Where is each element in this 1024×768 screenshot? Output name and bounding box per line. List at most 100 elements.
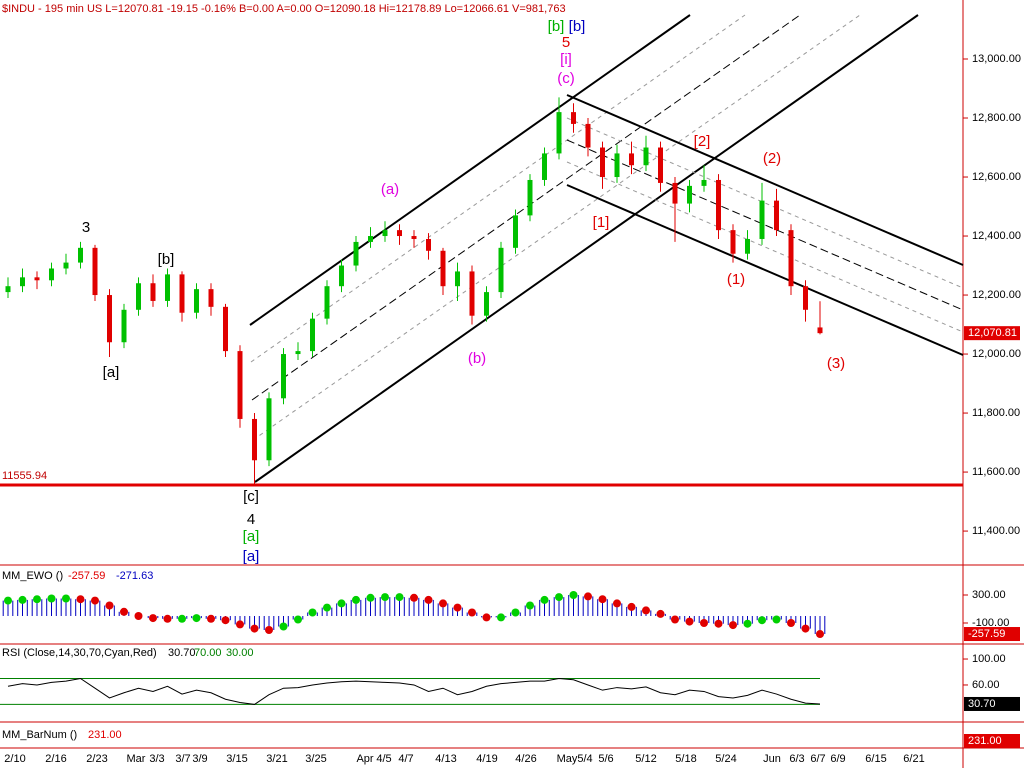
x-tick-label: 4/7 xyxy=(398,753,413,765)
candle-body xyxy=(411,236,417,239)
readout: 231.00 xyxy=(88,729,122,741)
x-tick-label: 3/3 xyxy=(149,753,164,765)
x-tick-label: 2/10 xyxy=(4,753,25,765)
wave-label: (2) xyxy=(763,150,781,167)
candle-body xyxy=(759,200,765,239)
ewo-dot xyxy=(555,593,563,602)
ewo-dot xyxy=(584,592,592,601)
y-tick-label: 60.00 xyxy=(972,679,1000,691)
y-tick-label: 11,600.00 xyxy=(972,466,1020,478)
ewo-dot xyxy=(729,621,737,630)
candle-body xyxy=(339,265,344,287)
x-tick-label: 5/12 xyxy=(635,753,656,765)
ewo-dot xyxy=(468,608,476,617)
candle-body xyxy=(310,318,315,352)
candle-body xyxy=(629,153,634,166)
readout: -271.63 xyxy=(116,570,153,582)
wave-label: [2] xyxy=(694,133,711,150)
ewo-dot xyxy=(613,599,621,608)
candle-body xyxy=(687,185,692,204)
ewo-dot xyxy=(642,606,650,615)
wave-label: [a] xyxy=(103,364,120,381)
candle-body xyxy=(353,241,359,266)
candle-body xyxy=(571,112,576,124)
x-tick-label: 3/25 xyxy=(305,753,326,765)
wave-label: [b] xyxy=(158,251,175,268)
candle-body xyxy=(121,309,127,343)
x-tick-label: 3/9 xyxy=(192,753,207,765)
x-tick-label: Mar xyxy=(127,753,146,765)
candle-body xyxy=(803,286,808,310)
candle-body xyxy=(324,286,330,319)
x-tick-label: 4/26 xyxy=(515,753,536,765)
candle-body xyxy=(469,271,475,316)
candle-body xyxy=(194,289,199,313)
x-tick-label: 6/3 xyxy=(789,753,804,765)
value-box xyxy=(964,734,1020,748)
ewo-dot xyxy=(221,616,230,625)
ewo-dot xyxy=(395,593,404,602)
x-tick-label: 5/24 xyxy=(715,753,736,765)
candle-body xyxy=(237,351,243,419)
x-tick-label: 6/15 xyxy=(865,753,886,765)
wave-label: [b] xyxy=(548,18,565,35)
y-tick-label: 100.00 xyxy=(972,653,1006,665)
ewo-dot xyxy=(656,609,665,618)
y-tick-label: 12,000.00 xyxy=(972,348,1021,360)
ewo-dot xyxy=(801,624,810,633)
readout: -257.59 xyxy=(68,570,105,582)
rsi-line xyxy=(7,677,821,705)
candle-body xyxy=(223,306,228,352)
pitchfork-down xyxy=(566,94,964,356)
y-tick-label: 13,000.00 xyxy=(972,53,1021,65)
ewo-dot xyxy=(439,599,447,608)
candle-body xyxy=(498,247,504,293)
ewo-dot xyxy=(526,601,534,610)
x-tick-label: 5/18 xyxy=(675,753,696,765)
wave-label: (3) xyxy=(827,355,845,372)
y-tick-label: 300.00 xyxy=(972,589,1006,601)
value-box xyxy=(964,696,1020,711)
candle-body xyxy=(730,230,736,254)
ewo-dot xyxy=(323,603,331,612)
value-box-label: 30.70 xyxy=(968,698,996,710)
candle-body xyxy=(63,262,69,269)
value-box-label: 231.00 xyxy=(968,735,1002,747)
readout: 30.70 xyxy=(168,647,196,659)
ewo-dot xyxy=(134,612,143,620)
pane-title: MM_BarNum () xyxy=(2,729,77,741)
ewo-dot xyxy=(366,593,375,602)
ewo-dot xyxy=(685,617,694,626)
x-tick-label: 5/6 xyxy=(598,753,613,765)
candle-body xyxy=(455,271,460,287)
candle-body xyxy=(382,230,388,237)
candle-body xyxy=(484,292,489,316)
ewo-dot xyxy=(265,625,273,634)
y-tick-label: 12,400.00 xyxy=(972,230,1021,242)
candle-body xyxy=(20,277,25,287)
x-tick-label: 2/16 xyxy=(45,753,66,765)
y-tick-label: -100.00 xyxy=(972,617,1009,629)
ewo-dot xyxy=(816,630,824,639)
y-tick-label: 12,800.00 xyxy=(972,112,1021,124)
candle-body xyxy=(745,238,750,254)
candle-body xyxy=(368,236,373,242)
candle-body xyxy=(252,418,257,461)
candle-body xyxy=(5,286,11,293)
wave-label: (1) xyxy=(727,271,745,288)
y-tick-label: 12,600.00 xyxy=(972,171,1021,183)
wave-label: 4 xyxy=(247,511,255,528)
ewo-dot xyxy=(47,594,56,603)
x-tick-label: 4/13 xyxy=(435,753,456,765)
x-tick-label: 2/23 xyxy=(86,753,107,765)
wave-label: [1] xyxy=(593,214,610,231)
ewo-dot xyxy=(410,593,418,602)
x-tick-label: Jun xyxy=(763,753,781,765)
candle-body xyxy=(78,247,83,263)
candle-body xyxy=(600,147,605,178)
candle-body xyxy=(295,351,301,355)
ewo-dot xyxy=(787,618,795,627)
ewo-dot xyxy=(250,624,259,633)
